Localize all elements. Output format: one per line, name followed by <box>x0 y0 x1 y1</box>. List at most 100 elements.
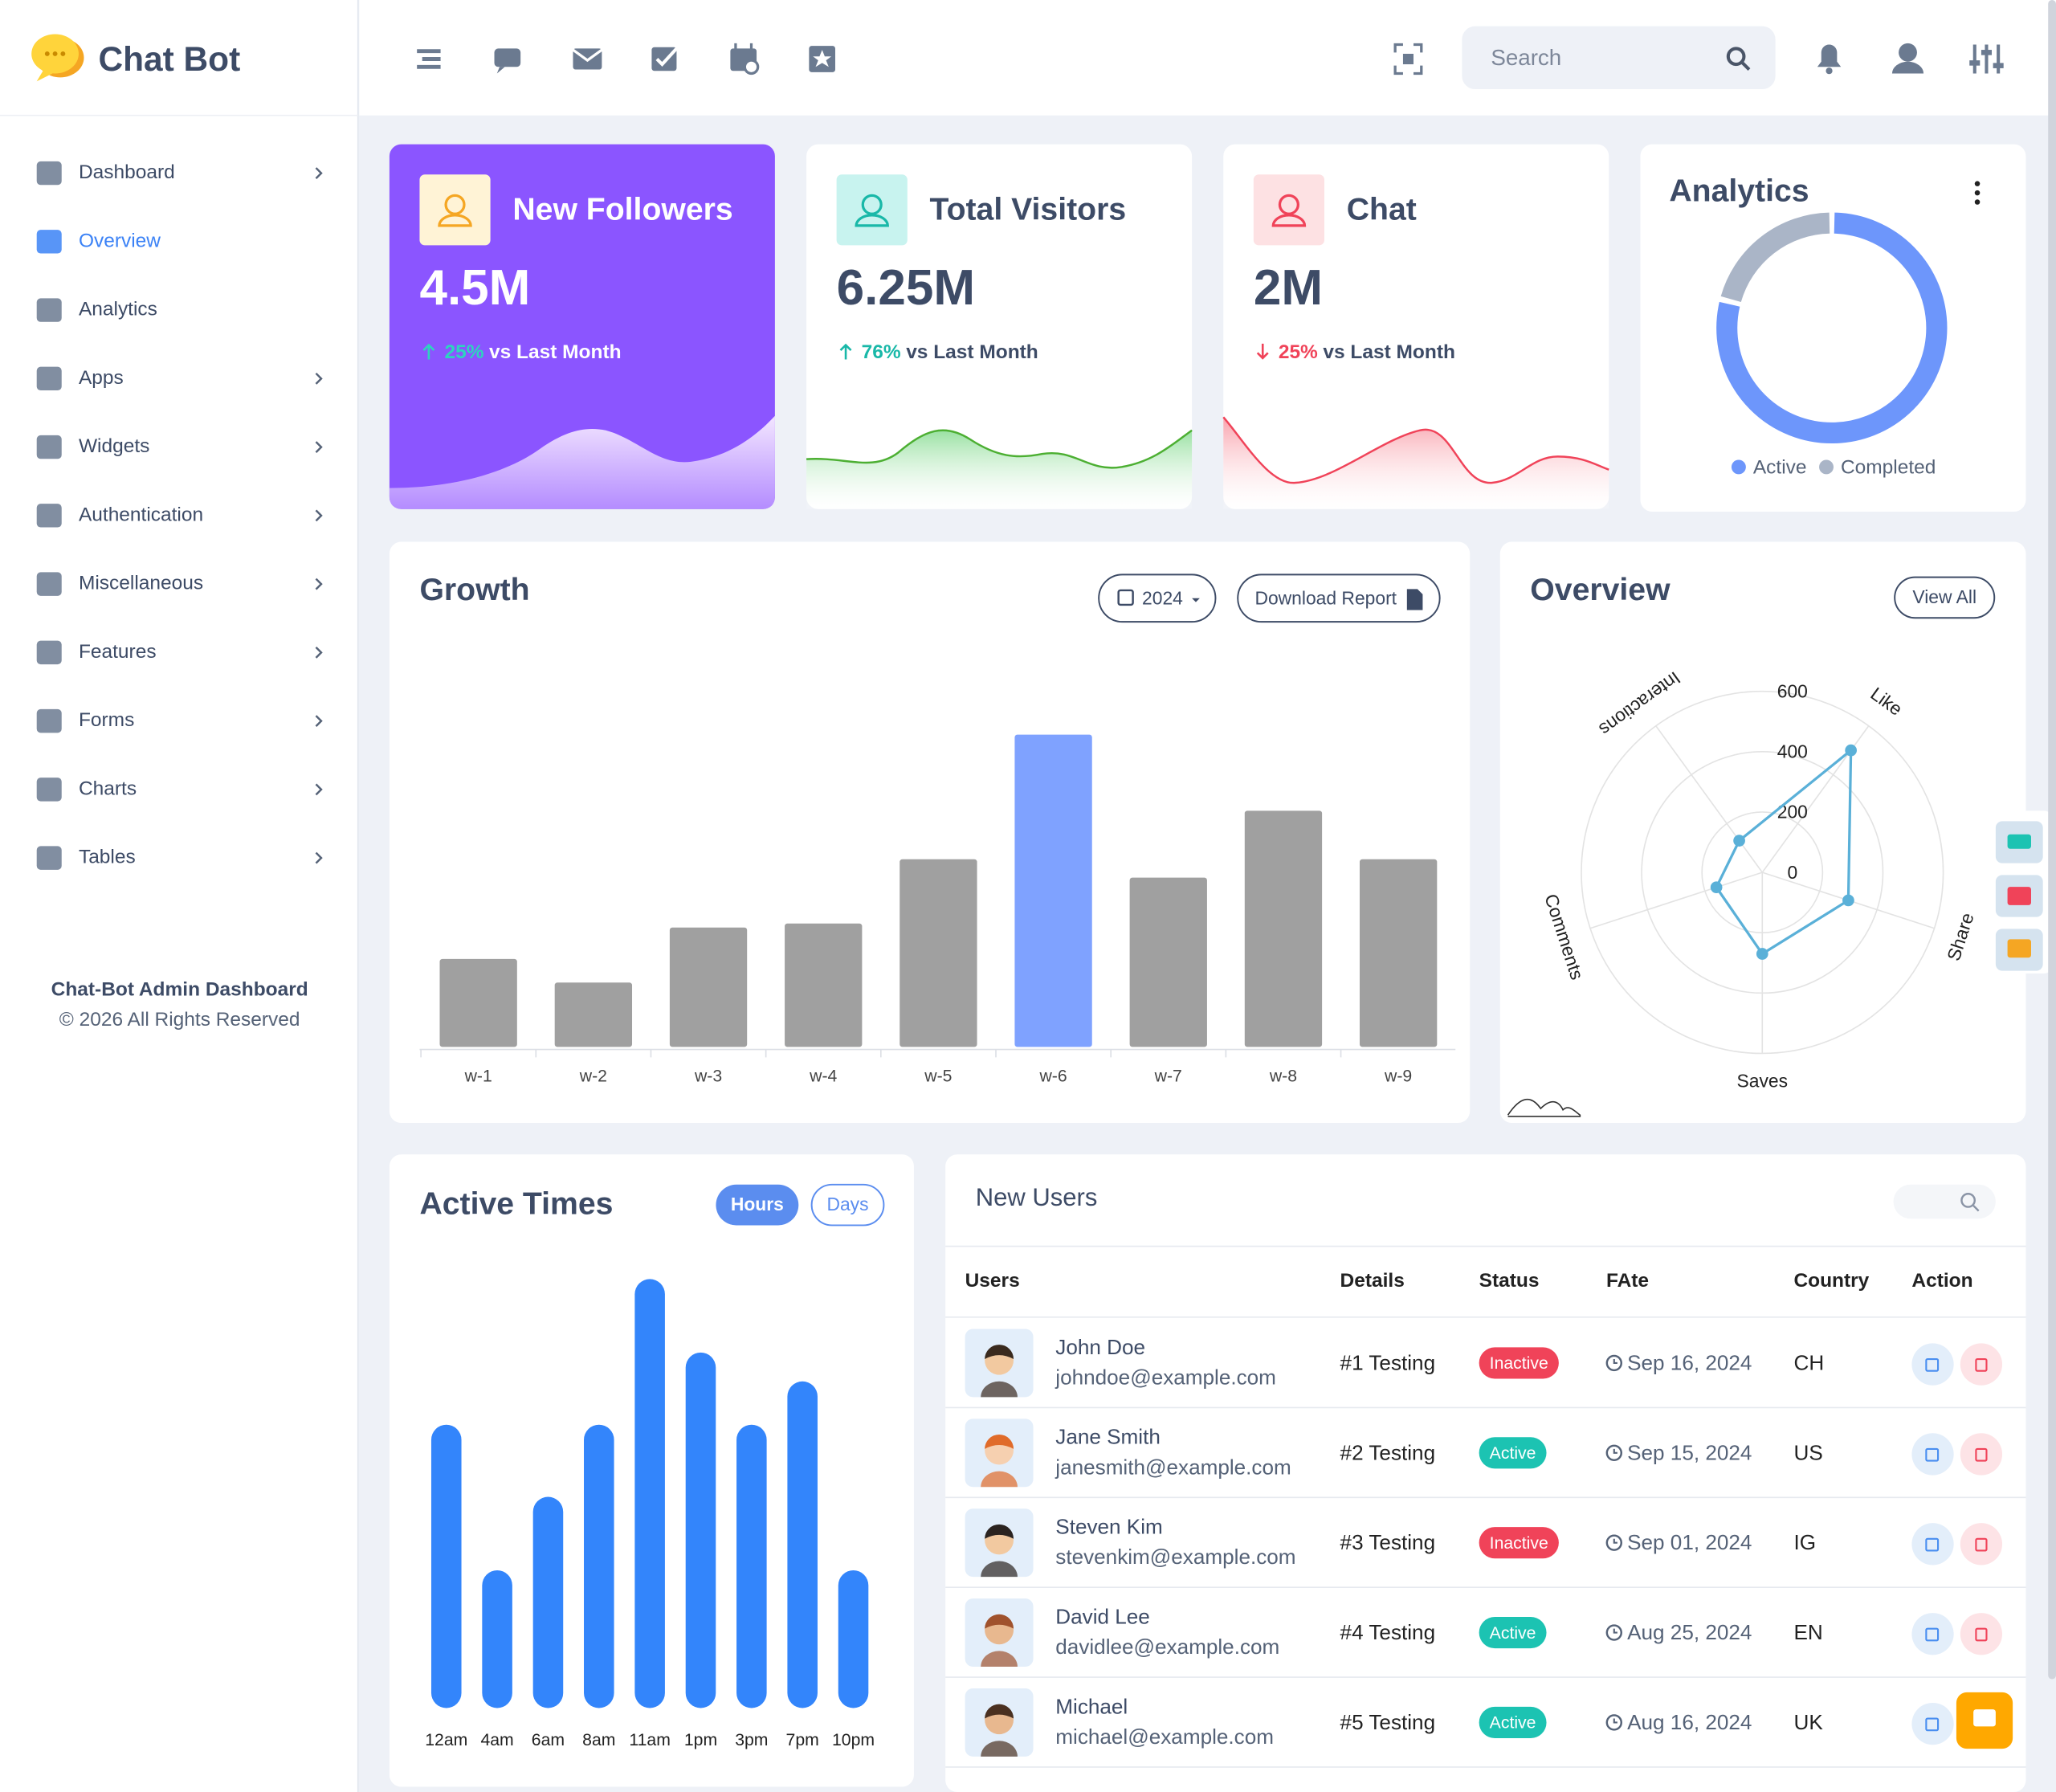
bar <box>736 1424 767 1708</box>
topbar-icons[interactable] <box>417 43 1423 76</box>
table-search[interactable] <box>1893 1184 1996 1219</box>
radar-point <box>1842 894 1854 907</box>
menu-item[interactable]: Miscellaneous <box>79 573 203 594</box>
floating-tools[interactable] <box>1986 810 2053 974</box>
menu-item[interactable]: Forms <box>79 709 134 731</box>
menu-arrow <box>315 715 323 728</box>
toggle-button[interactable] <box>810 1183 885 1227</box>
sparkline <box>389 415 775 509</box>
bar <box>838 1570 869 1708</box>
status-badge <box>1479 1347 1559 1379</box>
menu-arrow <box>315 441 323 454</box>
menu-item[interactable]: Widgets <box>79 435 149 457</box>
menu-item[interactable]: Tables <box>79 847 136 868</box>
details: #4 Testing <box>1340 1620 1436 1644</box>
edit-button[interactable] <box>1911 1613 1954 1655</box>
card-title: Growth <box>419 573 529 607</box>
toggle-label: Hours <box>731 1194 784 1214</box>
search-icon <box>1726 47 1751 71</box>
menu-item[interactable]: Features <box>79 641 157 663</box>
edit-button[interactable] <box>1911 1702 1954 1745</box>
spoke <box>1589 872 1763 929</box>
year-button[interactable] <box>1098 574 1217 623</box>
status-label: Active <box>1490 1714 1536 1733</box>
date: Aug 16, 2024 <box>1627 1710 1752 1734</box>
bar <box>1129 877 1207 1047</box>
axis-label: Saves <box>1737 1070 1789 1091</box>
edit-button[interactable] <box>1911 1433 1954 1476</box>
menu-item[interactable]: Analytics <box>79 299 157 320</box>
x-tick-label: 10pm <box>832 1731 875 1749</box>
edit-button[interactable] <box>1911 1343 1954 1386</box>
menu-dots[interactable] <box>1974 181 1981 186</box>
bar <box>1244 810 1323 1047</box>
status-label: Inactive <box>1490 1534 1548 1553</box>
menu-dots[interactable] <box>1974 190 1981 196</box>
status-badge <box>1479 1527 1559 1559</box>
bar <box>532 1496 564 1708</box>
menu-item[interactable]: Charts <box>79 778 137 799</box>
toggle-button[interactable] <box>716 1184 799 1226</box>
details: #1 Testing <box>1340 1350 1436 1374</box>
edit-button[interactable] <box>1911 1523 1954 1565</box>
view-all-button[interactable] <box>1894 576 1996 619</box>
delete-button[interactable] <box>1960 1613 2003 1655</box>
country: CH <box>1793 1350 1824 1374</box>
topbar-right-icons[interactable] <box>1817 43 2004 75</box>
legend-label: Active <box>1753 457 1807 479</box>
menu-item[interactable]: Authentication <box>79 504 203 525</box>
menu-dots[interactable] <box>1974 199 1981 205</box>
status-label: Active <box>1490 1624 1536 1643</box>
r-tick-label: 400 <box>1777 741 1808 762</box>
topbar <box>359 0 2056 116</box>
delete-button[interactable] <box>1960 1343 2003 1386</box>
delete-button[interactable] <box>1960 1433 2003 1476</box>
clock-icon <box>1613 1359 1617 1364</box>
clock-icon <box>1613 1718 1617 1724</box>
bar <box>439 958 517 1047</box>
avatar <box>981 1651 1018 1667</box>
menu-icon <box>36 846 62 870</box>
x-tick-label: 6am <box>532 1731 565 1749</box>
clock-icon <box>1605 1624 1622 1641</box>
trend-arrow <box>839 343 852 360</box>
user-name: Jane Smith <box>1055 1425 1161 1449</box>
menu-item[interactable]: Dashboard <box>79 161 175 183</box>
menu-icon <box>36 708 62 733</box>
download-button[interactable] <box>1237 574 1441 623</box>
search-placeholder: Search <box>1491 45 1561 70</box>
card-title: Total Visitors <box>930 192 1127 227</box>
delete-icon <box>1975 1537 1988 1552</box>
bar <box>900 859 977 1047</box>
search-box[interactable] <box>1462 26 1776 90</box>
r-tick-label: 600 <box>1777 680 1808 701</box>
clock-icon <box>1613 1628 1617 1634</box>
date: Sep 16, 2024 <box>1627 1350 1752 1374</box>
radar-point <box>1710 881 1723 894</box>
menu-item[interactable]: Apps <box>79 367 124 389</box>
avatar <box>985 1524 1014 1539</box>
r-tick-label: 200 <box>1777 802 1808 823</box>
menu-item[interactable]: Overview <box>79 230 161 251</box>
card-icon <box>1253 174 1324 246</box>
edit-icon <box>1925 1627 1940 1642</box>
date: Sep 01, 2024 <box>1627 1530 1752 1554</box>
menu-icon <box>36 230 62 254</box>
details: #5 Testing <box>1340 1710 1436 1734</box>
card-icon <box>836 174 908 246</box>
edit-icon <box>1925 1537 1940 1552</box>
x-tick-label: w-9 <box>1384 1067 1412 1085</box>
scrollbar <box>2048 0 2056 1680</box>
x-tick-label: 4am <box>480 1731 513 1749</box>
clock-icon <box>1605 1534 1622 1551</box>
menu-icon <box>36 778 62 802</box>
clock-icon <box>1605 1714 1622 1731</box>
spoke <box>1655 725 1763 873</box>
status-badge <box>1479 1616 1547 1649</box>
edit-icon <box>1925 1447 1940 1462</box>
x-tick-label: w-8 <box>1269 1067 1297 1085</box>
x-tick-label: w-7 <box>1154 1067 1182 1085</box>
calendar-icon <box>1117 589 1134 606</box>
delete-button[interactable] <box>1960 1523 2003 1565</box>
